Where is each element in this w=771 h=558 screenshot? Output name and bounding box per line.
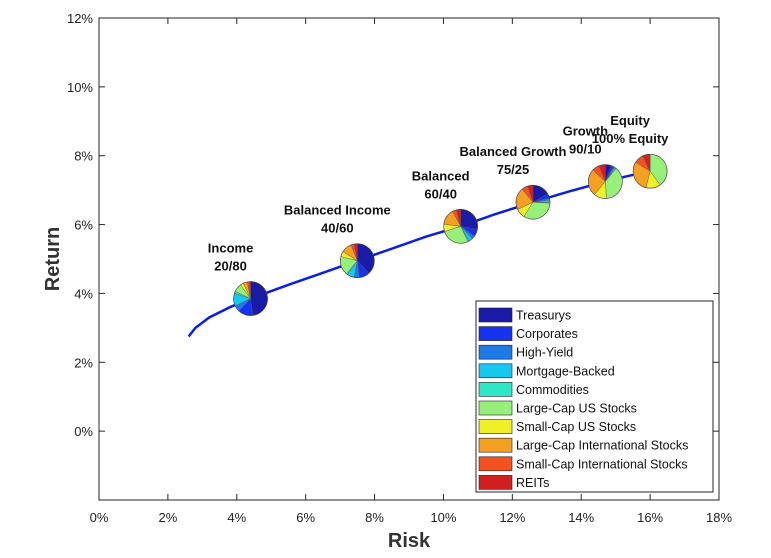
portfolio-allocation-label: 40/60 xyxy=(321,221,354,236)
x-axis-ticks: 0% 2% 4% 6% 8% 10% 12% 14% 16% 18% xyxy=(90,18,732,525)
x-tick-label: 14% xyxy=(568,510,594,525)
legend-swatch xyxy=(478,326,513,341)
portfolio-pie xyxy=(340,243,375,279)
pie-outline xyxy=(588,164,623,199)
legend-swatch xyxy=(478,307,513,323)
x-tick-label: 6% xyxy=(296,510,315,525)
legend-entry-label: Treasurys xyxy=(516,309,571,323)
legend-swatch xyxy=(478,400,513,416)
efficient-frontier-line xyxy=(187,169,651,338)
x-tick-label: 2% xyxy=(158,510,177,525)
legend-entry-label: Large-Cap International Stocks xyxy=(516,439,688,453)
legend-entry-label: Commodities xyxy=(516,383,589,397)
y-tick-label: 12% xyxy=(67,11,93,26)
portfolio-name-label: Balanced Growth xyxy=(460,144,567,159)
y-tick-label: 10% xyxy=(67,80,93,95)
y-tick-label: 6% xyxy=(74,218,93,233)
legend-swatch xyxy=(478,456,513,472)
portfolio-name-label: Balanced Income xyxy=(284,203,391,218)
x-axis-title: Risk xyxy=(388,530,431,552)
portfolio-name-label: Balanced xyxy=(412,168,470,183)
x-tick-label: 0% xyxy=(90,510,109,525)
x-tick-label: 12% xyxy=(499,510,525,525)
portfolio-name-label: Equity xyxy=(610,113,650,128)
pie-outline xyxy=(340,243,375,279)
legend-entry-label: High-Yield xyxy=(516,346,573,360)
portfolio-allocation-label: 90/10 xyxy=(569,142,602,157)
legend-entry-label: Large-Cap US Stocks xyxy=(516,402,637,416)
legend-swatch xyxy=(478,419,513,434)
legend-entry-label: Small-Cap US Stocks xyxy=(516,420,636,434)
x-tick-label: 16% xyxy=(637,510,663,525)
legend-box xyxy=(475,300,714,493)
legend-swatch xyxy=(478,475,513,490)
portfolio-name-label: Income xyxy=(208,241,254,256)
portfolio-pie xyxy=(443,208,478,244)
y-axis-ticks: 0% 2% 4% 6% 8% 10% 12% xyxy=(67,11,719,439)
portfolio-pie xyxy=(588,164,623,199)
legend-swatch xyxy=(478,344,513,360)
legend-entry-label: Mortgage-Backed xyxy=(516,364,615,378)
legend-entry-label: Small-Cap International Stocks xyxy=(516,457,688,471)
portfolio-pie xyxy=(632,153,668,189)
y-axis-title: Return xyxy=(42,227,64,291)
y-tick-label: 2% xyxy=(74,355,93,370)
y-tick-label: 8% xyxy=(74,149,93,164)
portfolio-pie xyxy=(515,184,551,220)
legend-swatch xyxy=(478,437,513,453)
portfolio-pies xyxy=(233,153,668,316)
portfolio-allocation-label: 75/25 xyxy=(497,162,530,177)
y-tick-label: 0% xyxy=(74,424,93,439)
pie-outline xyxy=(515,184,551,220)
x-tick-label: 4% xyxy=(227,510,246,525)
legend-entry-label: Corporates xyxy=(516,327,578,341)
legend-entry-label: REITs xyxy=(516,476,549,490)
portfolio-pie xyxy=(233,281,268,316)
pie-outline xyxy=(233,281,268,316)
legend: Treasurys Corporates High-Yield Mortgage-Ba… xyxy=(475,300,714,493)
x-tick-label: 18% xyxy=(706,510,732,525)
legend-swatch xyxy=(478,382,513,397)
pie-outline xyxy=(632,153,668,189)
portfolio-labels: Income 20/80 Balanced Income 40/60 Balanced 6… xyxy=(208,113,669,273)
portfolio-name-label: Growth xyxy=(563,124,609,139)
x-tick-label: 8% xyxy=(365,510,384,525)
pie-outline xyxy=(443,208,478,244)
portfolio-allocation-label: 100% Equity xyxy=(592,131,669,146)
y-tick-label: 4% xyxy=(74,286,93,301)
portfolio-allocation-label: 60/40 xyxy=(424,186,457,201)
legend-swatch xyxy=(478,363,513,379)
portfolio-allocation-label: 20/80 xyxy=(214,259,247,274)
x-tick-label: 10% xyxy=(430,510,456,525)
